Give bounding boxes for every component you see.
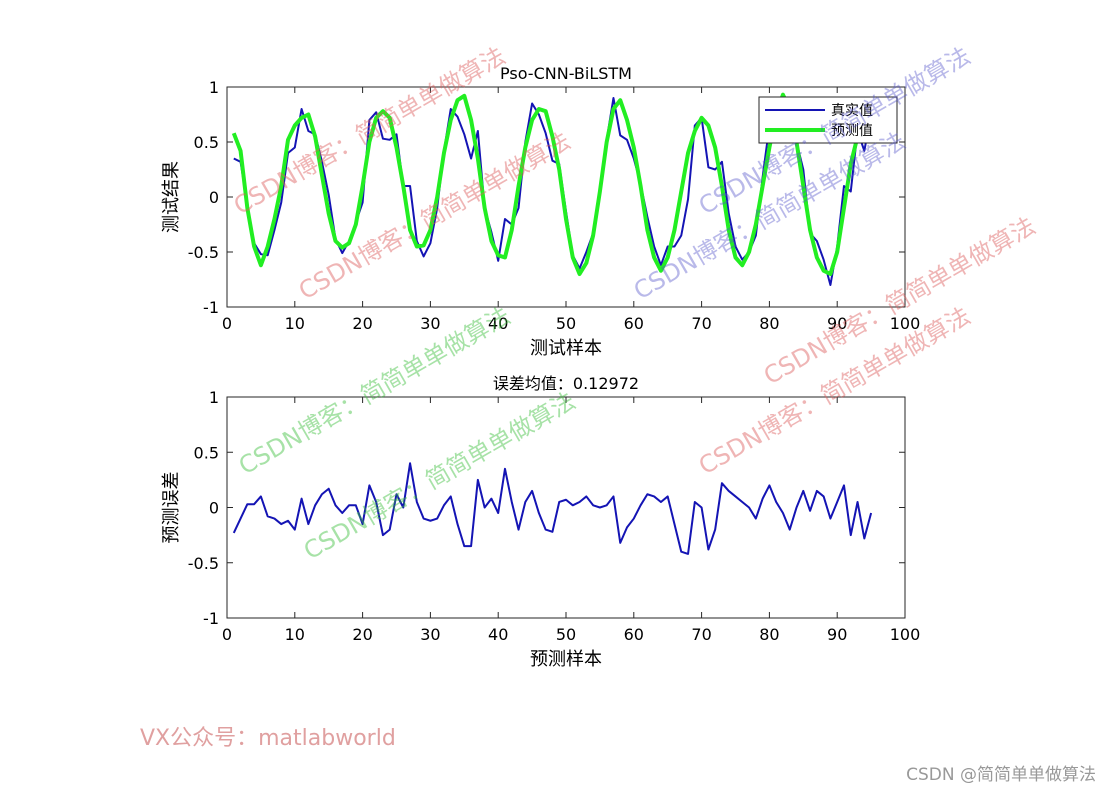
x-tick-label: 30: [420, 625, 440, 644]
x-tick-label: 50: [556, 314, 576, 333]
csdn-credit: CSDN @简简单单做算法: [906, 765, 1096, 785]
data-line: [231, 92, 873, 276]
axes-title: Pso-CNN-BiLSTM: [500, 64, 632, 83]
x-tick-label: 0: [222, 625, 232, 644]
x-tick-label: 80: [759, 625, 779, 644]
y-tick-label: 1: [209, 388, 219, 407]
y-tick-label: -1: [203, 609, 219, 628]
x-tick-label: 40: [488, 314, 508, 333]
x-tick-label: 60: [624, 625, 644, 644]
y-tick-label: -0.5: [188, 243, 219, 262]
y-axis-label: 预测误差: [161, 472, 182, 544]
x-tick-label: 70: [691, 625, 711, 644]
x-tick-label: 50: [556, 625, 576, 644]
x-tick-label: 20: [352, 314, 372, 333]
x-tick-label: 10: [285, 314, 305, 333]
x-tick-label: 0: [222, 314, 232, 333]
x-tick-label: 20: [352, 625, 372, 644]
x-tick-label: 60: [624, 314, 644, 333]
x-tick-label: 30: [420, 314, 440, 333]
axes-title: 误差均值：0.12972: [493, 374, 639, 393]
y-tick-label: 0.5: [194, 133, 219, 152]
x-tick-label: 40: [488, 625, 508, 644]
axes-background: [226, 396, 906, 619]
x-tick-label: 100: [890, 314, 921, 333]
y-tick-label: 1: [209, 78, 219, 97]
x-tick-label: 100: [890, 625, 921, 644]
y-tick-label: -1: [203, 298, 219, 317]
y-tick-label: 0.5: [194, 443, 219, 462]
x-axis-label: 测试样本: [530, 338, 602, 359]
y-tick-label: 0: [209, 188, 219, 207]
x-tick-label: 90: [827, 314, 847, 333]
x-tick-label: 70: [691, 314, 711, 333]
x-tick-label: 80: [759, 314, 779, 333]
x-tick-label: 10: [285, 625, 305, 644]
data-line: [233, 97, 873, 286]
x-axis-label: 预测样本: [530, 649, 602, 670]
legend-label: 真实值: [831, 103, 873, 119]
data-line: [232, 462, 873, 555]
wechat-watermark: VX公众号：matlabworld: [140, 726, 396, 751]
x-tick-label: 90: [827, 625, 847, 644]
y-tick-label: -0.5: [188, 554, 219, 573]
legend-label: 预测值: [831, 123, 873, 139]
y-tick-label: 0: [209, 499, 219, 518]
legend-box: [758, 96, 898, 144]
y-axis-label: 测试结果: [161, 161, 182, 233]
